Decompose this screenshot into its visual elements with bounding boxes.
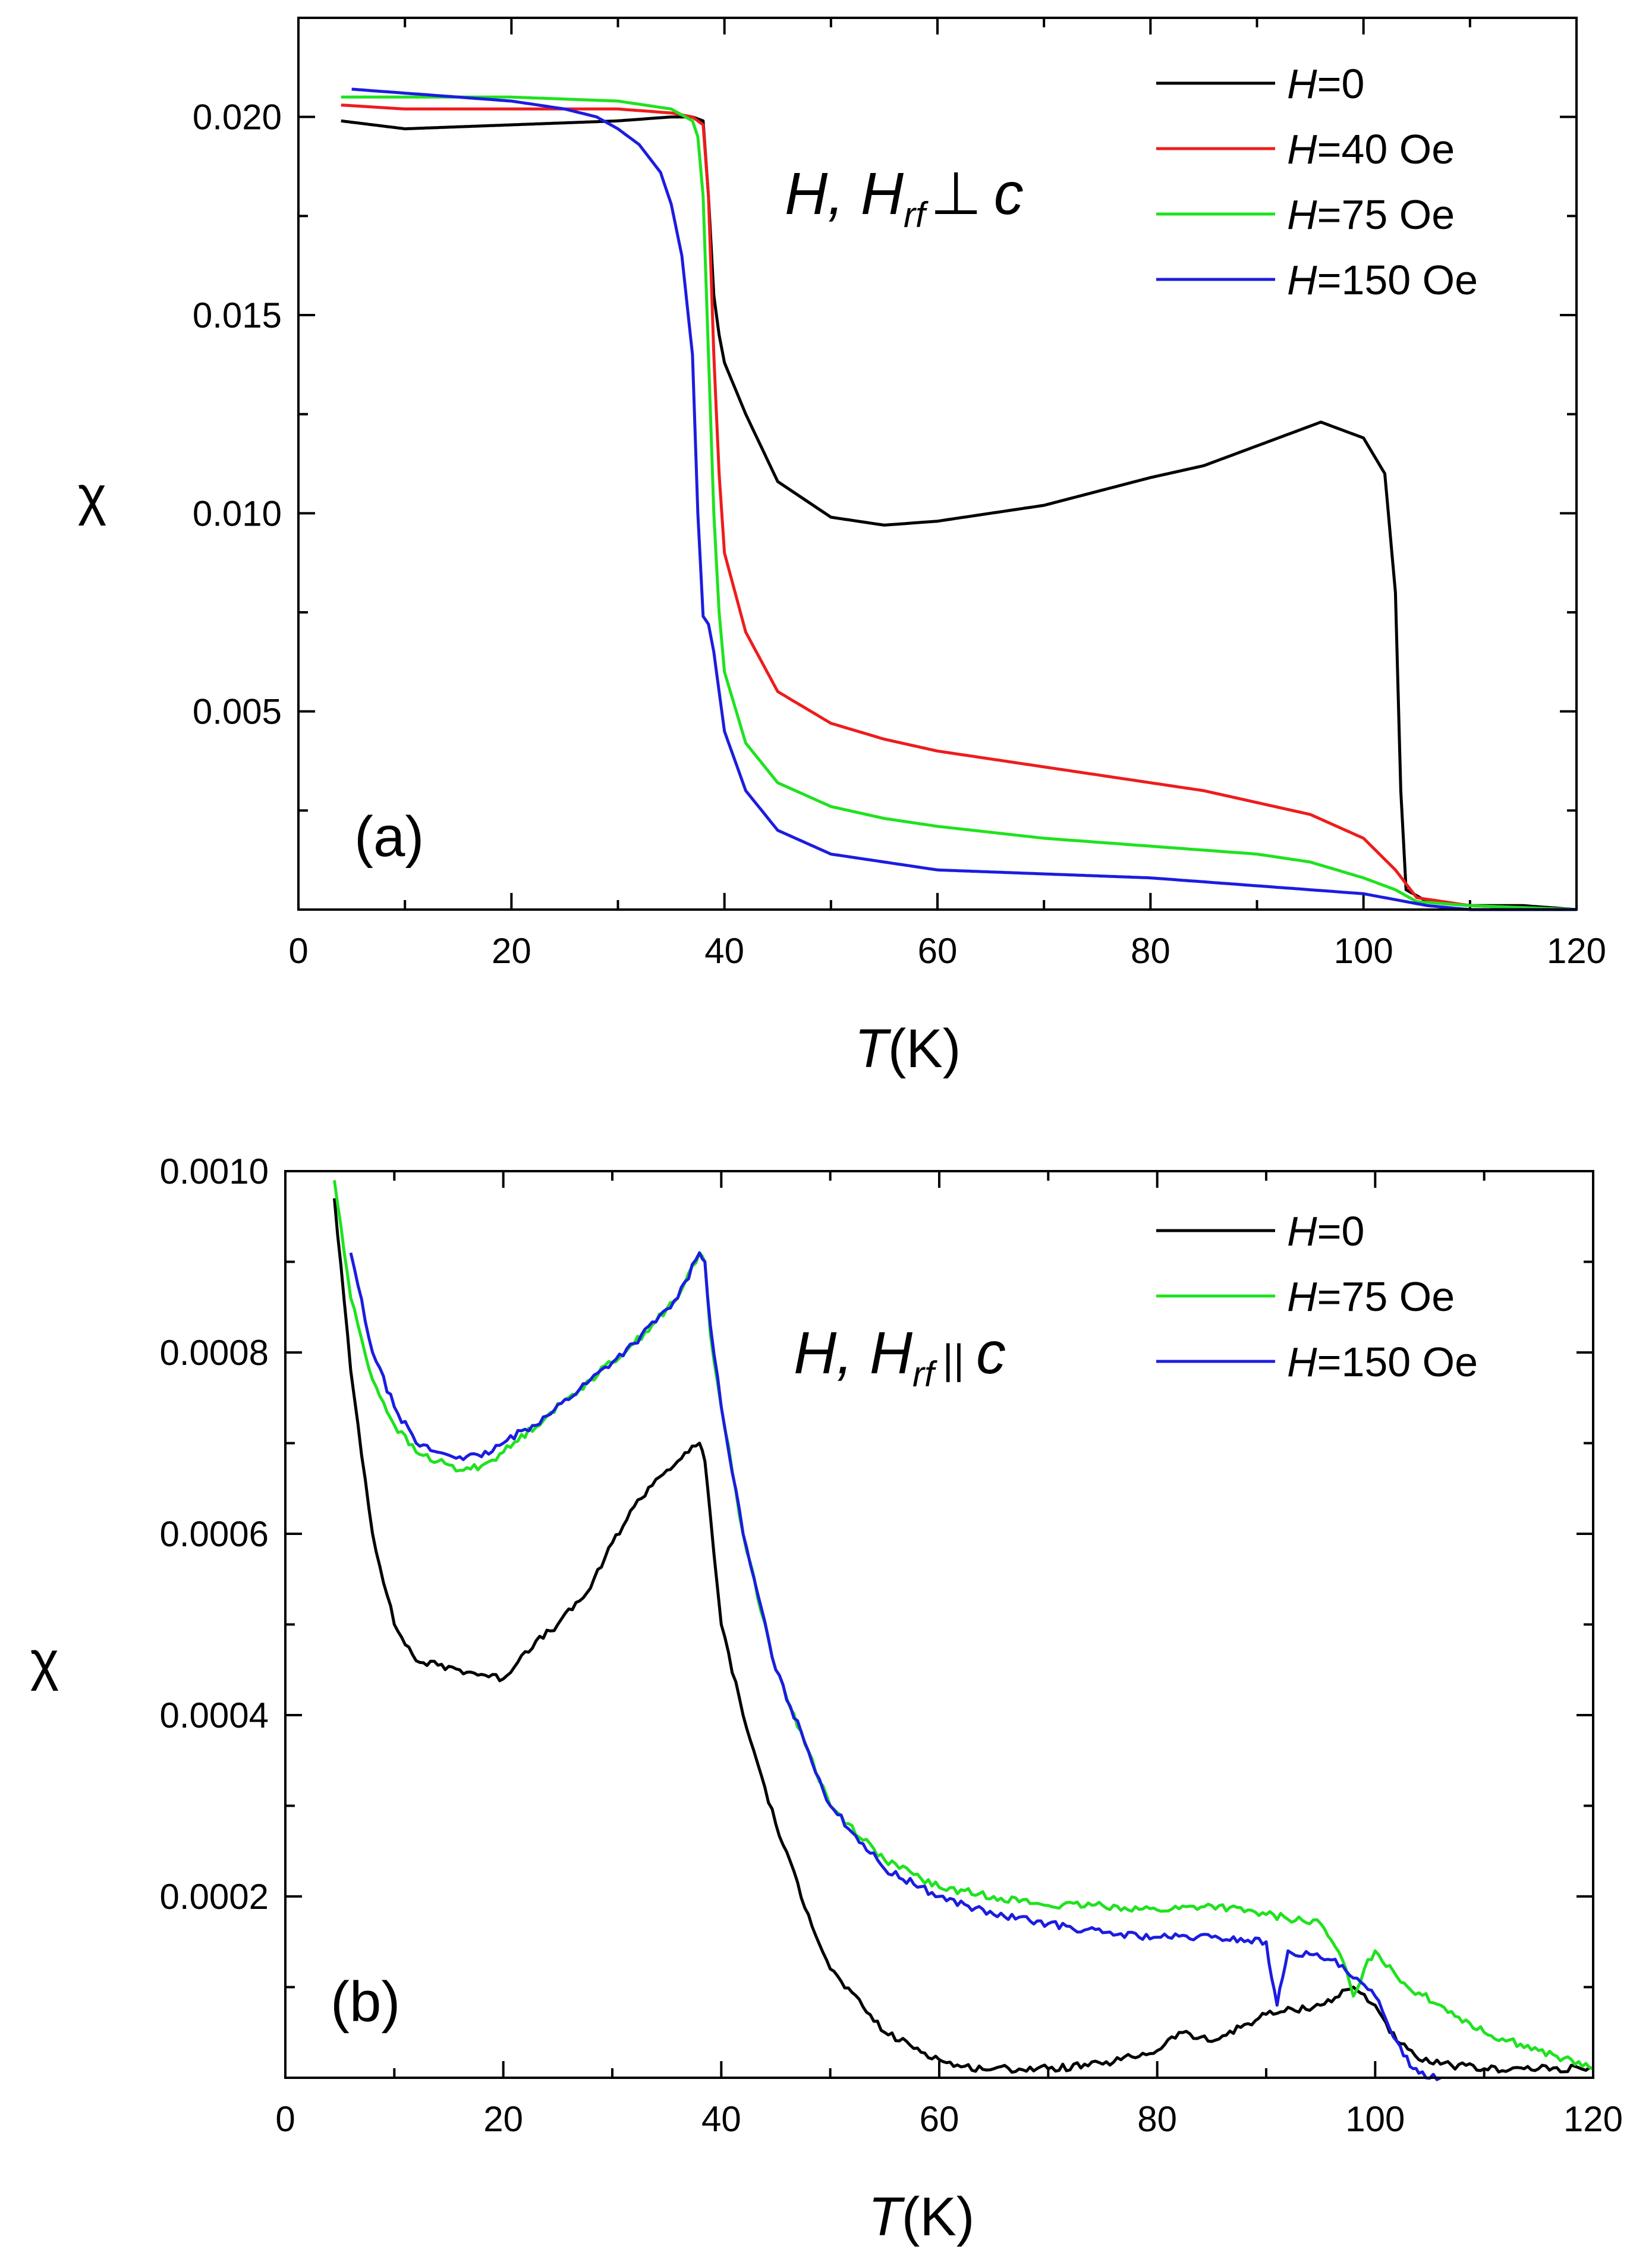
series-line-h-0 bbox=[341, 115, 1577, 911]
y-tick-label: 0.015 bbox=[193, 295, 282, 335]
series-line-h-150-oe bbox=[349, 1251, 1442, 2081]
series-line-h-75-oe bbox=[333, 1179, 1594, 2071]
y-tick-label: 0.0010 bbox=[159, 1152, 269, 1191]
x-tick-label: 100 bbox=[1345, 2099, 1405, 2139]
series-line-h-40-oe bbox=[341, 103, 1577, 911]
series-line-h-0 bbox=[333, 1198, 1594, 2074]
panel-b-annotation: H, Hrf || c bbox=[794, 1320, 1006, 1394]
x-tick-label: 40 bbox=[701, 2099, 741, 2139]
y-tick-label: 0.0002 bbox=[159, 1877, 269, 1917]
x-tick-label: 20 bbox=[492, 931, 531, 971]
legend-label: H=150 Oe bbox=[1287, 1339, 1478, 1385]
y-tick-label: 0.020 bbox=[193, 97, 282, 137]
legend-label: H=40 Oe bbox=[1287, 126, 1455, 172]
y-tick-label: 0.0004 bbox=[159, 1696, 269, 1735]
legend-label: H=0 bbox=[1287, 1208, 1364, 1254]
x-tick-label: 20 bbox=[483, 2099, 523, 2139]
panel-b-y-tick-labels: 0.0002 0.0004 0.0006 0.0008 0.0010 bbox=[159, 1152, 269, 1917]
panel-b-label: (b) bbox=[331, 1970, 400, 2034]
y-tick-label: 0.010 bbox=[193, 493, 282, 533]
panel-a-chart: 0 20 40 60 80 100 120 0.005 0.010 0.015 0.020 T(K… bbox=[78, 17, 1606, 1079]
y-tick-label: 0.005 bbox=[193, 692, 282, 732]
series-line-h-75-oe bbox=[341, 95, 1577, 911]
legend-label: H=75 Oe bbox=[1287, 1273, 1455, 1320]
panel-a-x-axis-title: T(K) bbox=[855, 1018, 961, 1079]
x-tick-label: 120 bbox=[1563, 2099, 1623, 2139]
panel-a-legend: H=0 H=40 Oe H=75 Oe H=150 Oe bbox=[1156, 61, 1478, 303]
x-tick-label: 80 bbox=[1137, 2099, 1177, 2139]
panel-b-legend: H=0 H=75 Oe H=150 Oe bbox=[1156, 1208, 1478, 1385]
x-tick-label: 60 bbox=[918, 931, 958, 971]
x-tick-label: 120 bbox=[1547, 931, 1606, 971]
panel-b-x-axis-title: T(K) bbox=[869, 2187, 975, 2247]
x-tick-label: 100 bbox=[1334, 931, 1393, 971]
x-tick-label: 80 bbox=[1131, 931, 1170, 971]
legend-label: H=75 Oe bbox=[1287, 191, 1455, 238]
panel-a-y-axis-title: χ bbox=[78, 465, 106, 526]
panel-a-annotation: H, Hrf⊥ c bbox=[785, 161, 1024, 235]
legend-label: H=0 bbox=[1287, 61, 1364, 107]
x-tick-label: 0 bbox=[275, 2099, 295, 2139]
panel-b-chart: 0 20 40 60 80 100 120 0.0002 0.0004 0.0006 0.0008… bbox=[30, 1152, 1623, 2247]
x-tick-label: 0 bbox=[288, 931, 308, 971]
y-tick-label: 0.0008 bbox=[159, 1333, 269, 1373]
panel-a-series bbox=[341, 87, 1577, 911]
panel-b-plot-frame bbox=[284, 1170, 1594, 2079]
y-tick-label: 0.0006 bbox=[159, 1514, 269, 1554]
panel-a-y-tick-labels: 0.005 0.010 0.015 0.020 bbox=[193, 97, 282, 732]
panel-b-x-tick-labels: 0 20 40 60 80 100 120 bbox=[275, 2099, 1623, 2139]
x-tick-label: 40 bbox=[704, 931, 744, 971]
series-line-h-150-oe bbox=[351, 87, 1577, 911]
x-tick-label: 60 bbox=[920, 2099, 959, 2139]
legend-label: H=150 Oe bbox=[1287, 257, 1478, 303]
panel-b-y-axis-title: χ bbox=[30, 1631, 59, 1691]
panel-a-label: (a) bbox=[354, 805, 424, 869]
panel-b-series bbox=[333, 1179, 1594, 2081]
panel-a-plot-frame bbox=[297, 17, 1578, 911]
panel-a-x-tick-labels: 0 20 40 60 80 100 120 bbox=[288, 931, 1606, 971]
